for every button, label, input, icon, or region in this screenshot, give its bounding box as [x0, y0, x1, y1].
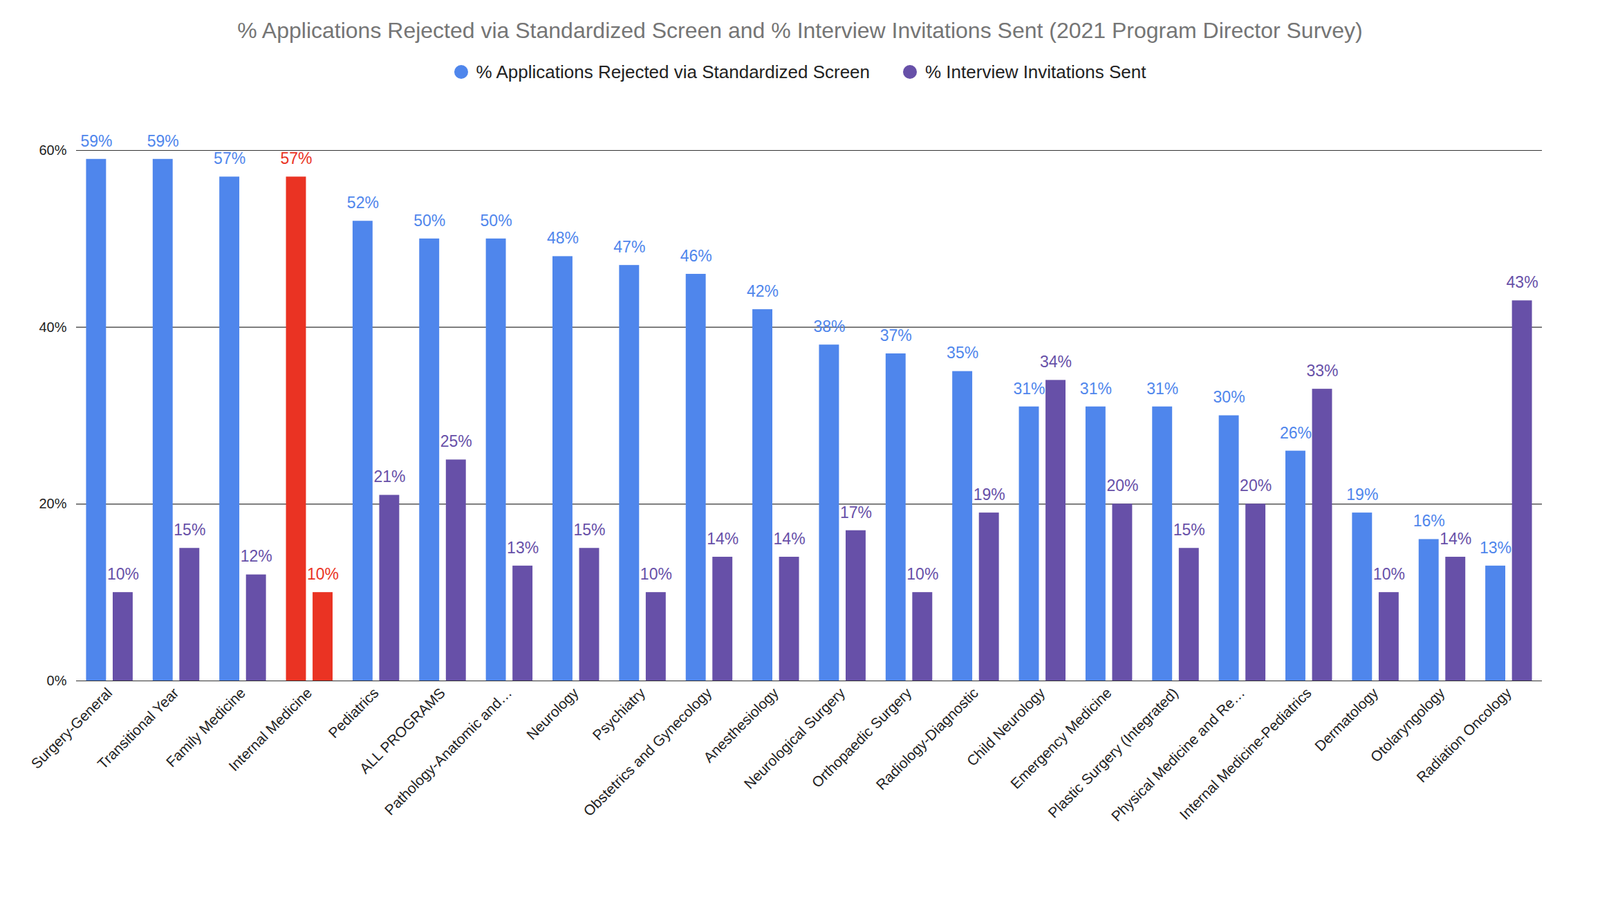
svg-text:Pediatrics: Pediatrics [324, 684, 381, 741]
svg-text:Transitional Year: Transitional Year [94, 684, 182, 772]
svg-text:21%: 21% [373, 467, 406, 486]
svg-text:34%: 34% [1039, 352, 1072, 371]
svg-text:16%: 16% [1413, 511, 1446, 530]
svg-text:57%: 57% [280, 149, 312, 168]
svg-text:Family Medicine: Family Medicine [162, 684, 249, 770]
svg-text:43%: 43% [1506, 273, 1539, 292]
svg-text:10%: 10% [307, 564, 339, 583]
svg-text:0%: 0% [47, 672, 68, 688]
svg-text:Physical Medicine and Re…: Physical Medicine and Re… [1107, 684, 1248, 825]
svg-text:14%: 14% [706, 529, 739, 548]
svg-text:38%: 38% [813, 317, 845, 336]
svg-text:59%: 59% [147, 132, 180, 151]
svg-text:47%: 47% [613, 237, 646, 256]
svg-text:Radiation Oncology: Radiation Oncology [1413, 683, 1515, 785]
svg-text:59%: 59% [80, 132, 113, 151]
svg-text:46%: 46% [680, 246, 713, 265]
svg-text:31%: 31% [1080, 379, 1112, 398]
svg-text:17%: 17% [840, 503, 872, 522]
svg-text:Emergency Medicine: Emergency Medicine [1007, 684, 1115, 792]
svg-text:10%: 10% [1373, 564, 1406, 583]
svg-text:19%: 19% [973, 485, 1006, 504]
svg-text:ALL PROGRAMS: ALL PROGRAMS [356, 684, 449, 777]
svg-text:57%: 57% [213, 149, 246, 168]
svg-text:14%: 14% [773, 529, 806, 548]
svg-text:10%: 10% [906, 564, 939, 583]
svg-text:Psychiatry: Psychiatry [589, 683, 648, 743]
svg-text:52%: 52% [347, 193, 379, 212]
svg-text:Neurological Surgery: Neurological Surgery [740, 684, 848, 792]
svg-text:Pathology-Anatomic and…: Pathology-Anatomic and… [381, 684, 516, 818]
svg-text:15%: 15% [573, 520, 606, 539]
svg-text:50%: 50% [480, 211, 513, 230]
svg-text:50%: 50% [413, 211, 446, 230]
svg-text:20%: 20% [1106, 476, 1139, 495]
svg-text:Anesthesiology: Anesthesiology [700, 684, 782, 766]
svg-text:33%: 33% [1306, 361, 1338, 380]
svg-text:40%: 40% [38, 319, 67, 335]
svg-text:37%: 37% [880, 326, 913, 345]
html-text:% Interview Invitations Sent: % Interview Invitations Sent [925, 61, 1146, 82]
svg-text:42%: 42% [746, 282, 779, 301]
svg-text:Dermatology: Dermatology [1311, 683, 1382, 754]
svg-text:Radiology-Diagnostic: Radiology-Diagnostic [872, 684, 982, 794]
svg-text:31%: 31% [1146, 379, 1179, 398]
svg-text:20%: 20% [38, 495, 67, 511]
svg-text:48%: 48% [546, 228, 579, 247]
svg-text:14%: 14% [1439, 529, 1472, 548]
svg-text:20%: 20% [1239, 476, 1272, 495]
svg-text:12%: 12% [240, 546, 273, 565]
svg-text:Child Neurology: Child Neurology [963, 684, 1048, 769]
svg-text:Otolaryngology: Otolaryngology [1367, 684, 1448, 765]
svg-text:10%: 10% [107, 564, 139, 583]
svg-text:31%: 31% [1012, 379, 1045, 398]
html-text:% Applications Rejected via St: % Applications Rejected via Standardized… [476, 61, 870, 82]
svg-text:Plastic Surgery (Integrated): Plastic Surgery (Integrated) [1044, 684, 1181, 821]
svg-text:15%: 15% [1173, 520, 1206, 539]
svg-text:Internal Medicine: Internal Medicine [225, 684, 315, 774]
svg-text:25%: 25% [440, 432, 473, 451]
svg-text:Surgery-General: Surgery-General [27, 684, 115, 772]
svg-text:Neurology: Neurology [523, 683, 582, 742]
svg-text:Orthopaedic Surgery: Orthopaedic Surgery [808, 684, 915, 791]
svg-text:Internal Medicine-Pediatrics: Internal Medicine-Pediatrics [1176, 684, 1314, 823]
svg-text:10%: 10% [640, 564, 673, 583]
svg-text:13%: 13% [506, 538, 539, 557]
svg-text:60%: 60% [38, 142, 67, 158]
svg-text:13%: 13% [1479, 538, 1512, 557]
svg-text:26%: 26% [1279, 423, 1312, 442]
html-text:% Applications Rejected via St: % Applications Rejected via Standardized… [237, 17, 1363, 43]
svg-text:19%: 19% [1346, 485, 1379, 504]
svg-text:Obstetrics and Gynecology: Obstetrics and Gynecology [580, 683, 715, 819]
svg-text:30%: 30% [1213, 387, 1246, 406]
svg-text:15%: 15% [173, 520, 206, 539]
svg-text:35%: 35% [946, 343, 979, 362]
